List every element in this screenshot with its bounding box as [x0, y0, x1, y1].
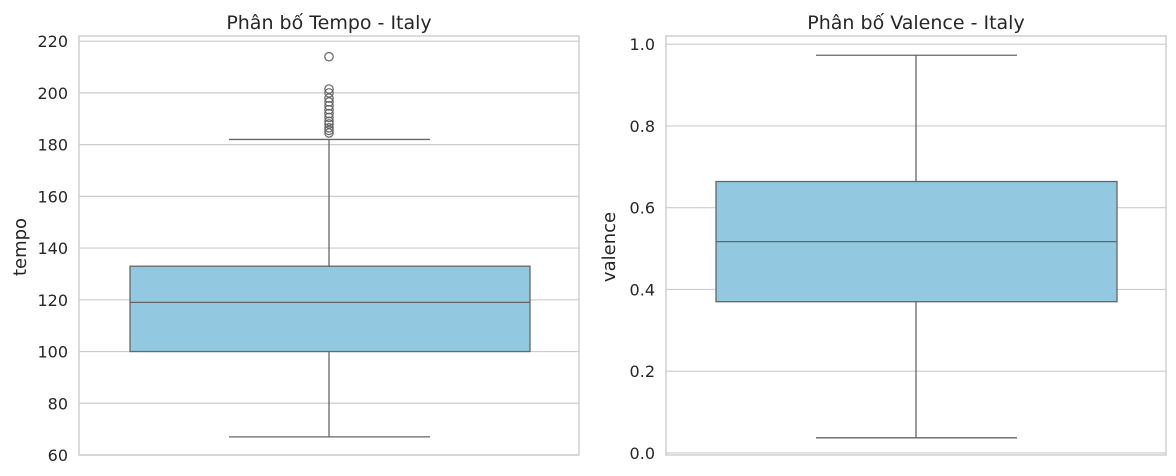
- outlier-point: [324, 93, 334, 103]
- chart-title: Phân bố Valence - Italy: [807, 12, 1024, 34]
- y-axis-label: valence: [599, 212, 620, 282]
- boxplot: [129, 51, 531, 438]
- plot-frame: [78, 35, 580, 456]
- outlier-point: [324, 112, 334, 123]
- chart-tempo: Phân bố Tempo - Italy tempo 60 80 100 120 14…: [10, 12, 580, 465]
- outlier-point: [324, 125, 334, 136]
- y-ticks: 60 80 100 120 140 160 180 200 220: [37, 32, 68, 465]
- boxplot: [715, 54, 1118, 439]
- chart-valence: Phân bố Valence - Italy valence 0.00.20.…: [599, 12, 1167, 463]
- outlier-point: [324, 108, 334, 119]
- y-tick-label: 140: [37, 239, 68, 258]
- outlier-point: [324, 123, 334, 133]
- y-tick-label: 100: [37, 343, 68, 362]
- y-ticks: 0.0 0.2 0.4 0.6 0.8 1.0: [630, 35, 655, 463]
- y-tick-label: 0.8: [630, 117, 655, 136]
- outlier-point: [324, 116, 334, 127]
- outlier-point: [324, 88, 334, 98]
- outlier-point: [324, 104, 334, 115]
- chart-title: Phân bố Tempo - Italy: [226, 12, 431, 34]
- y-tick-label: 200: [37, 84, 68, 103]
- iqr-box: [129, 265, 531, 353]
- y-tick-label: 80: [48, 394, 68, 413]
- y-tick-label: 0.6: [630, 199, 655, 218]
- outlier-point: [324, 128, 334, 138]
- plot-frame: [665, 35, 1167, 456]
- y-tick-label: 180: [37, 136, 68, 155]
- outlier-point: [324, 119, 334, 129]
- outlier-point: [324, 97, 334, 107]
- y-tick-label: 1.0: [630, 35, 655, 54]
- outlier-point: [324, 51, 334, 62]
- y-tick-label: 0.4: [630, 280, 655, 299]
- y-tick-label: 220: [37, 32, 68, 51]
- outlier-point: [324, 84, 334, 94]
- y-tick-label: 0.0: [630, 444, 655, 463]
- y-axis-label: tempo: [10, 218, 31, 276]
- outlier-point: [324, 101, 334, 111]
- y-tick-label: 60: [48, 446, 68, 465]
- y-tick-label: 120: [37, 291, 68, 310]
- y-tick-label: 0.2: [630, 362, 655, 381]
- y-tick-label: 160: [37, 187, 68, 206]
